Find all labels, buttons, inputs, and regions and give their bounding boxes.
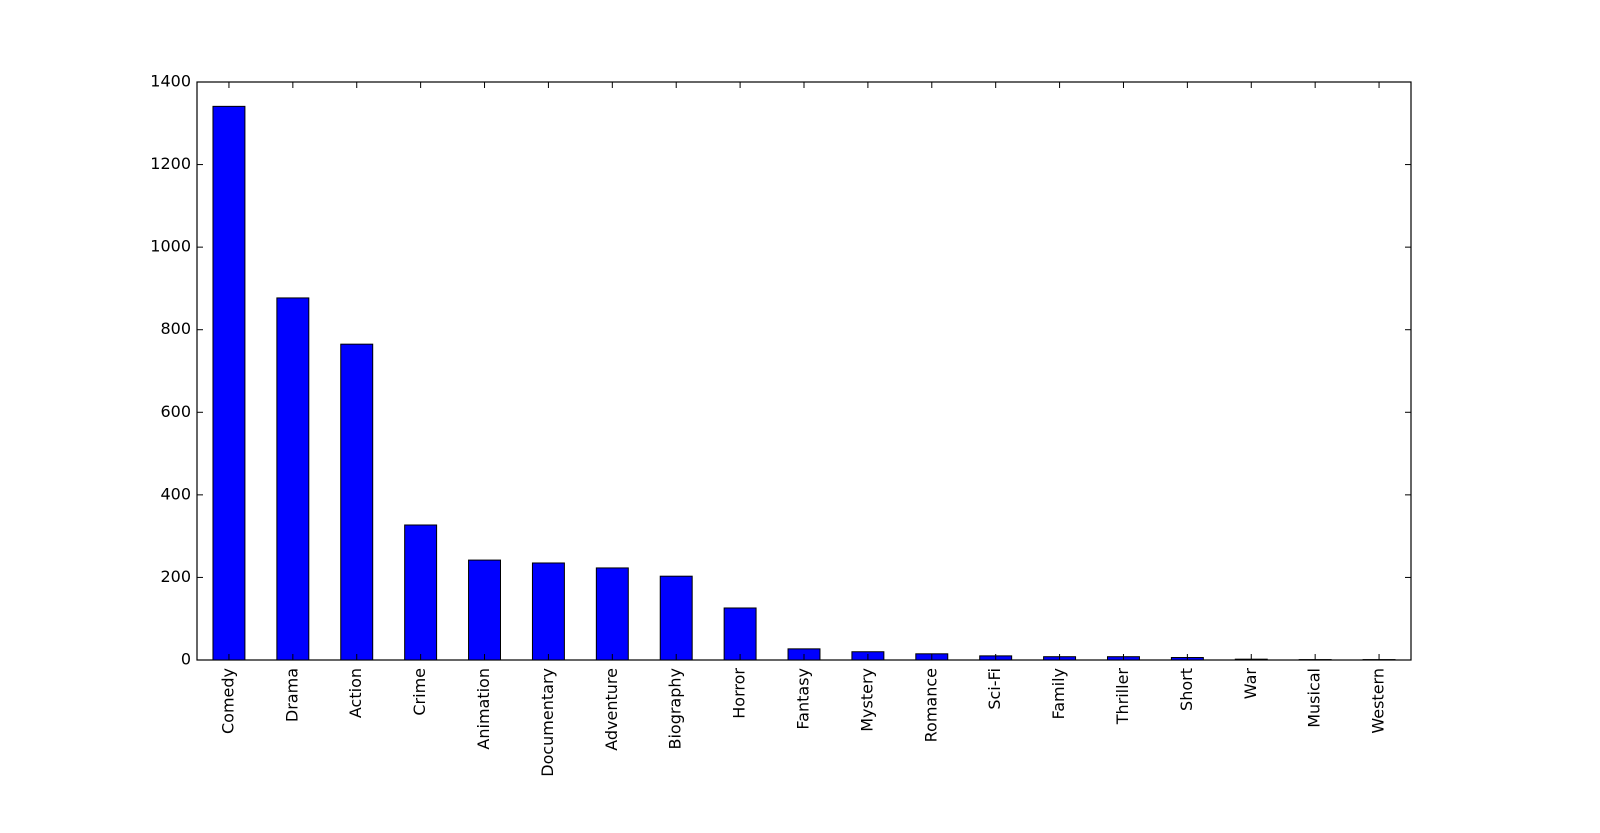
x-tick-label: Comedy [218,668,237,734]
bar [595,567,629,661]
bar [340,343,374,661]
x-tick-label: Romance [921,668,940,742]
y-tick-label: 0 [181,650,191,669]
bar [212,105,246,661]
x-tick-label: Western [1369,668,1388,734]
y-tick-label: 400 [160,484,191,503]
y-tick-label: 800 [160,319,191,338]
x-tick-label: Musical [1305,668,1324,728]
bar [659,575,693,661]
x-tick-label: Sci-Fi [985,668,1004,710]
x-tick-label: Family [1049,668,1068,719]
bar [404,524,438,661]
x-tick-label: Horror [730,668,749,719]
bar [723,607,757,661]
x-tick-label: Animation [474,668,493,750]
x-tick-label: Drama [282,668,301,722]
y-tick-label: 1200 [150,154,191,173]
y-tick-label: 1400 [150,72,191,91]
x-tick-label: Fantasy [794,668,813,730]
x-tick-label: Adventure [602,668,621,751]
x-tick-label: Mystery [857,668,876,732]
bar [468,559,502,661]
y-tick-label: 200 [160,567,191,586]
bar [276,297,310,661]
x-tick-label: Biography [666,668,685,750]
bar [531,562,565,661]
x-tick-label: Thriller [1113,668,1132,726]
x-tick-label: Documentary [538,668,557,777]
y-tick-label: 1000 [150,237,191,256]
plot-frame [196,81,1412,661]
y-tick-label: 600 [160,402,191,421]
x-tick-label: Crime [410,668,429,716]
x-tick-label: Short [1177,668,1196,711]
x-tick-label: War [1241,668,1260,700]
x-tick-label: Action [346,668,365,718]
